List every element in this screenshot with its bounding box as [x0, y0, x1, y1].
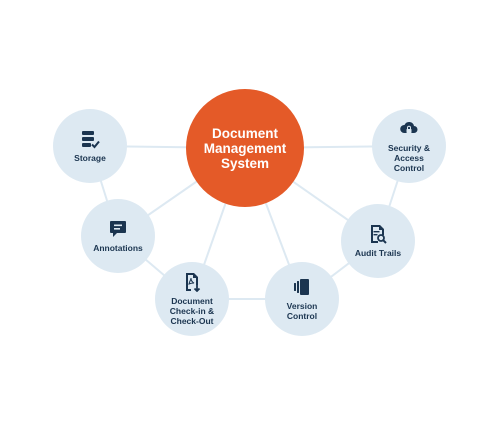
node-audit-trails-label: Audit Trails — [354, 248, 402, 258]
node-annotations: Annotations — [81, 199, 155, 273]
cloud-lock-icon — [400, 121, 418, 133]
node-storage: Storage — [53, 109, 127, 183]
pdf-document-icon — [186, 273, 201, 292]
node-version-control: Version Control — [265, 262, 339, 336]
center-node: Document Management System — [186, 89, 304, 207]
stacked-pages-icon — [294, 279, 309, 295]
storage-check-icon — [82, 131, 100, 149]
node-audit-trails: Audit Trails — [341, 204, 415, 278]
node-security-access-control: Security & Access Control — [372, 109, 446, 183]
center-node-label: Document Management System — [203, 125, 287, 171]
comment-icon — [110, 221, 126, 237]
document-search-icon — [371, 225, 387, 244]
node-document-check-in-check-out: Document Check-in & Check-Out — [155, 262, 229, 336]
node-document-check-in-check-out-label: Document Check-in & Check-Out — [169, 296, 215, 326]
node-storage-label: Storage — [74, 153, 106, 163]
node-version-control-label: Version Control — [286, 301, 318, 321]
node-security-access-control-label: Security & Access Control — [387, 143, 431, 173]
node-annotations-label: Annotations — [93, 243, 143, 253]
